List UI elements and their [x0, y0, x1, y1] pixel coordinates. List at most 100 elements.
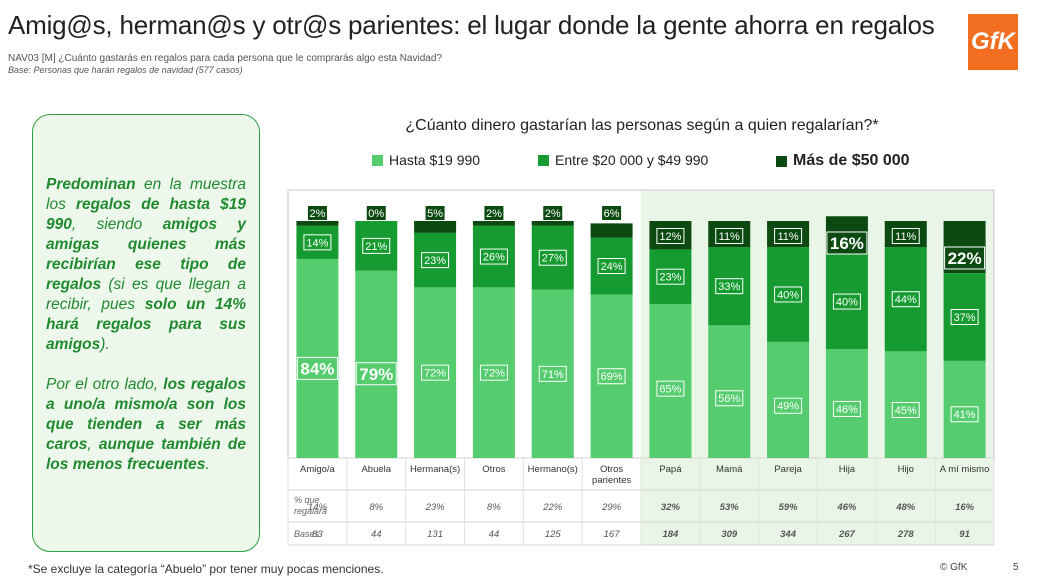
data-label-mid: 24% — [597, 258, 626, 275]
data-label-high: 2% — [306, 205, 328, 221]
data-label-mid: 40% — [832, 293, 861, 310]
data-label: 72% — [424, 368, 446, 380]
bar-segment-high — [296, 221, 339, 226]
data-label-low: 84% — [296, 356, 338, 380]
category-label: Hermana(s) — [410, 464, 460, 475]
data-label: 69% — [601, 371, 623, 383]
data-label-box — [891, 228, 920, 244]
data-label-high: 11% — [715, 228, 744, 244]
legend-swatch-mid — [538, 154, 549, 166]
data-label: 40% — [836, 297, 858, 309]
data-label-box — [362, 237, 391, 254]
data-label-high: 22% — [944, 246, 986, 270]
data-label-box — [656, 380, 685, 397]
data-label: 44% — [895, 294, 917, 306]
callout-paragraph-1: Predominan en la muestra los regalos de … — [46, 176, 246, 353]
pct-value: 8% — [487, 502, 501, 513]
data-label-high: 2% — [542, 205, 564, 221]
data-label: 12% — [659, 231, 681, 243]
data-label-mid: 33% — [715, 278, 744, 295]
base-value: 83 — [312, 529, 323, 540]
pct-value: 53% — [720, 502, 740, 513]
legend-item-mid: Entre $20 000 y $49 990 — [538, 152, 708, 168]
data-label: 16% — [830, 234, 864, 253]
category-label: Otros — [482, 464, 505, 475]
data-label-box — [306, 205, 328, 221]
insight-callout: Predominan en la muestra los regalos de … — [32, 114, 260, 552]
data-label-box — [542, 205, 564, 221]
data-label-low: 79% — [355, 362, 397, 386]
data-label-low: 46% — [832, 400, 861, 417]
data-label-mid: 40% — [774, 286, 803, 303]
base-value: 131 — [427, 529, 443, 540]
data-label-box — [891, 402, 920, 419]
pct-value: 48% — [895, 502, 916, 513]
category-label: Hermano(s) — [528, 464, 578, 475]
data-label-box — [826, 231, 868, 255]
data-label-box — [597, 368, 626, 385]
page-number: 5 — [1013, 562, 1019, 573]
base-value: 44 — [489, 529, 500, 540]
data-label: 65% — [659, 384, 681, 396]
data-label: 6% — [604, 208, 620, 220]
data-label: 79% — [359, 365, 393, 384]
data-label-low: 49% — [774, 397, 803, 414]
data-label: 27% — [542, 253, 564, 265]
bar-segment-high — [590, 223, 633, 238]
data-label: 14% — [306, 237, 328, 249]
row-label-pct: % que — [294, 495, 320, 505]
category-label: Papá — [659, 464, 682, 475]
data-label-box — [303, 234, 332, 251]
data-label-mid: 21% — [362, 237, 391, 254]
data-label-low: 72% — [479, 364, 508, 381]
copyright: © GfK — [940, 562, 968, 573]
pct-value: 8% — [369, 502, 383, 513]
data-label-box — [421, 252, 450, 269]
data-label: 72% — [483, 368, 505, 380]
data-label: 23% — [659, 272, 681, 284]
footnote: *Se excluye la categoría “Abuelo” por te… — [28, 562, 384, 576]
data-label: 23% — [424, 255, 446, 267]
data-label-low: 71% — [538, 365, 567, 382]
legend-item-high: Más de $50 000 — [776, 152, 910, 170]
data-label-box — [424, 205, 446, 221]
data-label-box — [421, 364, 450, 381]
base-value: 91 — [959, 529, 970, 540]
data-label-low: 72% — [421, 364, 450, 381]
pct-value: 22% — [542, 502, 563, 513]
data-label: 37% — [954, 312, 976, 324]
data-label: 71% — [542, 369, 564, 381]
category-label: Otros — [600, 464, 623, 475]
data-label: 24% — [601, 261, 623, 273]
page-title: Amig@s, herman@s y otr@s parientes: el l… — [8, 10, 935, 40]
data-label: 46% — [836, 404, 858, 416]
question-text: NAV03 [M] ¿Cuánto gastarás en regalos pa… — [8, 53, 442, 64]
pct-value: 14% — [308, 502, 328, 513]
data-label-high: 5% — [424, 205, 446, 221]
data-label-box — [601, 205, 623, 221]
base-value: 184 — [662, 529, 679, 540]
data-label: 45% — [895, 405, 917, 417]
data-label-box — [538, 365, 567, 382]
pct-value: 16% — [955, 502, 975, 513]
data-label-box — [715, 278, 744, 295]
base-value: 344 — [780, 529, 797, 540]
data-label-box — [715, 228, 744, 244]
data-label-mid: 23% — [656, 268, 685, 285]
legend-swatch-low — [372, 154, 383, 166]
data-label-low: 56% — [715, 390, 744, 407]
data-label-low: 45% — [891, 402, 920, 419]
data-label: 84% — [300, 360, 334, 379]
data-label-box — [479, 364, 508, 381]
data-label: 11% — [719, 231, 740, 243]
category-label: Hija — [839, 464, 856, 475]
base-text: Base: Personas que harán regalos de navi… — [8, 65, 243, 75]
data-label-box — [832, 293, 861, 310]
data-label-high: 11% — [891, 228, 920, 244]
bar-segment-high — [531, 221, 574, 226]
base-value: 309 — [721, 529, 738, 540]
bar-segment-high — [472, 221, 515, 226]
data-label: 11% — [895, 231, 916, 243]
data-label: 2% — [486, 208, 502, 220]
